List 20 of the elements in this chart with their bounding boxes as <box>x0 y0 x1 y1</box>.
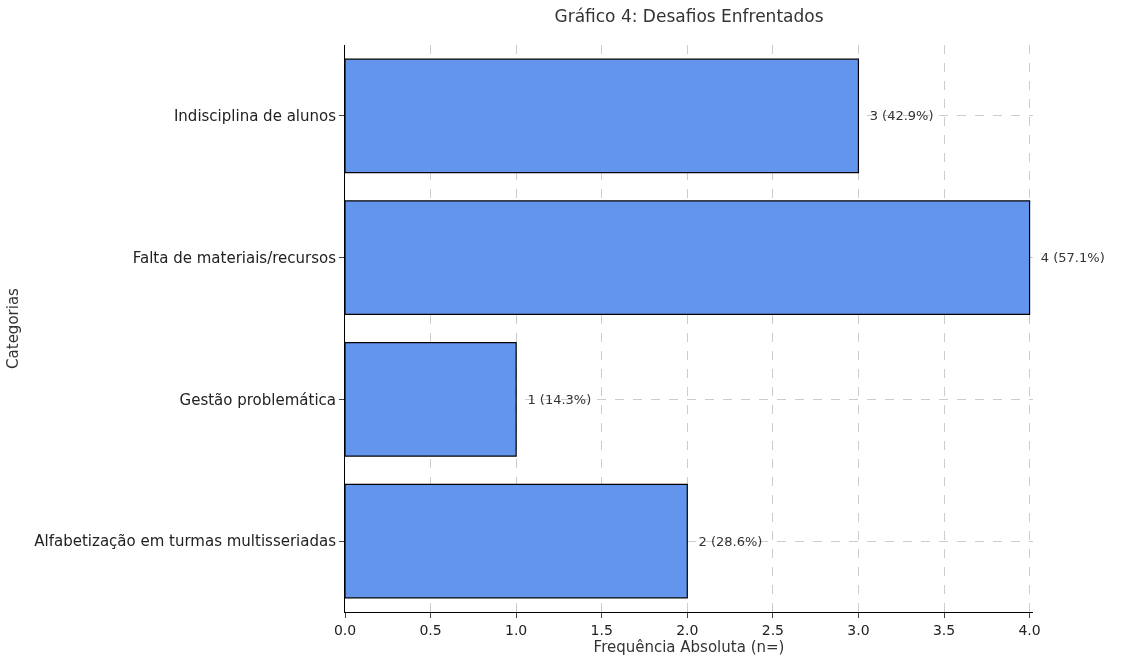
x-tick-label: 1.5 <box>590 621 613 638</box>
data-label: 4 (57.1%) <box>1032 250 1105 266</box>
x-tick-label: 3.0 <box>847 621 870 638</box>
x-tick-label: 4.0 <box>1018 621 1041 638</box>
x-tick-label: 0.5 <box>419 621 442 638</box>
data-label: 1 (14.3%) <box>519 391 592 407</box>
x-tick-label: 2.0 <box>676 621 699 638</box>
data-label: 3 (42.9%) <box>861 108 934 124</box>
y-tick-label: Alfabetização em turmas multisseriadas <box>34 532 337 551</box>
y-tick-label: Falta de materiais/recursos <box>132 248 337 267</box>
x-tick-label: 1.0 <box>505 621 528 638</box>
chart-title: Gráfico 4: Desafios Enfrentados <box>554 5 824 26</box>
x-axis-title: Frequência Absoluta (n=) <box>593 637 785 656</box>
y-tick-label: Indisciplina de alunos <box>173 107 337 126</box>
y-axis-title: Categorias <box>3 287 22 369</box>
y-tick-label: Gestão problemática <box>179 390 336 409</box>
x-tick-label: 2.5 <box>761 621 784 638</box>
x-tick-label: 0.0 <box>333 621 357 638</box>
x-tick-label: 3.5 <box>932 621 956 638</box>
data-label: 2 (28.6%) <box>690 533 763 549</box>
